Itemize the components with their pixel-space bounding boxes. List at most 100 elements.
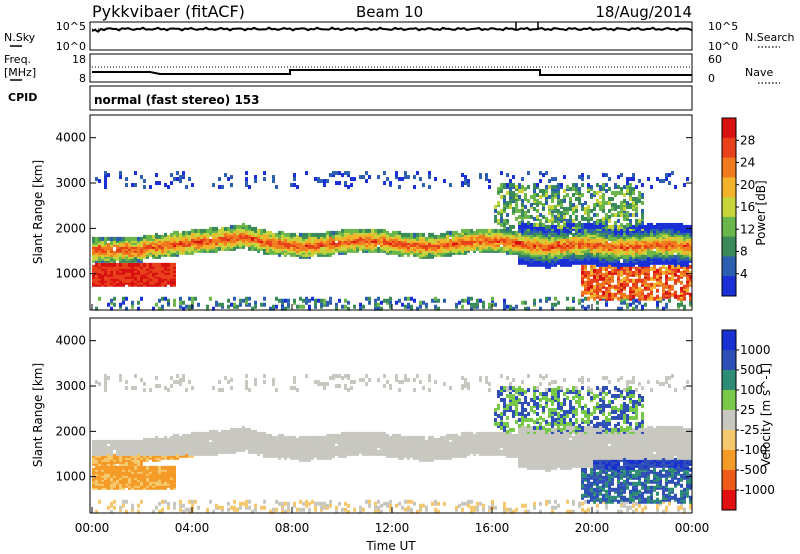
- power-cell: [374, 302, 377, 307]
- velocity-cell: [119, 439, 122, 444]
- power-cell: [491, 228, 494, 233]
- velocity-cell: [197, 431, 200, 436]
- power-cell: [413, 232, 416, 237]
- velocity-cell: [137, 439, 140, 444]
- power-cell: [626, 181, 629, 186]
- velocity-cell: [209, 499, 212, 504]
- power-cell: [308, 304, 311, 309]
- velocity-cell: [140, 499, 143, 504]
- power-cell: [518, 208, 521, 213]
- power-cell: [575, 204, 578, 209]
- power-cell: [230, 302, 233, 307]
- nsky-tick-top: 10^5: [56, 20, 86, 33]
- velocity-cell: [212, 441, 215, 446]
- power-cell: [311, 232, 314, 237]
- velocity-cell: [200, 431, 203, 436]
- power-cell: [554, 208, 557, 213]
- power-cell: [593, 220, 596, 225]
- power-cell: [323, 298, 326, 303]
- power-cell: [317, 232, 320, 237]
- velocity-cell: [209, 447, 212, 452]
- power-cell: [668, 298, 671, 303]
- power-cell: [527, 220, 530, 225]
- power-cell: [647, 276, 650, 281]
- power-cell: [593, 206, 596, 211]
- power-cell: [440, 238, 443, 243]
- power-cell: [512, 206, 515, 211]
- power-cell: [668, 288, 671, 293]
- power-cell: [278, 230, 281, 235]
- power-cell: [683, 292, 686, 297]
- power-cell: [677, 274, 680, 279]
- power-cell: [677, 294, 680, 299]
- velocity-cell: [95, 459, 98, 464]
- power-cell: [551, 212, 554, 217]
- power-cell: [275, 304, 278, 309]
- power-cell: [341, 228, 344, 233]
- power-cell: [614, 220, 617, 225]
- power-cell: [161, 296, 164, 301]
- power-cell: [281, 230, 284, 235]
- power-cell: [596, 238, 599, 243]
- power-cell: [479, 228, 482, 233]
- power-cell: [470, 306, 473, 311]
- power-cell: [584, 252, 587, 257]
- power-cell: [554, 224, 557, 229]
- power-cell: [608, 187, 611, 192]
- power-cell: [689, 292, 692, 297]
- power-cell: [428, 175, 431, 180]
- power-cell: [104, 171, 107, 176]
- power-cell: [350, 228, 353, 233]
- velocity-cell: [170, 384, 173, 389]
- power-cell: [116, 252, 119, 257]
- velocity-cell: [173, 455, 176, 460]
- velocity-cell: [134, 386, 137, 391]
- power-cell: [548, 179, 551, 184]
- power-cell: [179, 179, 182, 184]
- velocity-cell: [203, 431, 206, 436]
- power-cell: [170, 262, 173, 267]
- power-cell: [605, 302, 608, 307]
- power-cell: [347, 306, 350, 311]
- power-cell: [596, 191, 599, 196]
- velocity-cell: [176, 453, 179, 458]
- power-cell: [656, 177, 659, 182]
- power-cell: [179, 175, 182, 180]
- power-cell: [587, 210, 590, 215]
- power-cell: [311, 248, 314, 253]
- power-cell: [626, 222, 629, 227]
- power-cell: [686, 288, 689, 293]
- power-cell: [587, 296, 590, 301]
- power-cell: [683, 304, 686, 309]
- power-cell: [608, 286, 611, 291]
- power-cell: [434, 234, 437, 239]
- power-cell: [359, 306, 362, 311]
- power-cell: [590, 284, 593, 289]
- power-cell: [398, 298, 401, 303]
- velocity-cell: [137, 465, 140, 470]
- power-cell: [689, 300, 692, 305]
- velocity-cell: [212, 386, 215, 391]
- power-cell: [533, 260, 536, 265]
- power-cell: [581, 270, 584, 275]
- velocity-cell: [116, 465, 119, 470]
- power-cell: [353, 177, 356, 182]
- power-cell: [263, 248, 266, 253]
- power-cell: [647, 282, 650, 287]
- power-cell: [227, 177, 230, 182]
- power-cell: [122, 262, 125, 267]
- power-cell: [461, 181, 464, 186]
- velocity-cell: [191, 449, 194, 454]
- power-cell: [347, 185, 350, 190]
- velocity-cell: [164, 465, 167, 470]
- velocity-cell: [167, 388, 170, 393]
- power-cell: [545, 185, 548, 190]
- power-cell: [632, 191, 635, 196]
- power-cell: [548, 218, 551, 223]
- power-cell: [269, 230, 272, 235]
- velocity-cell: [125, 439, 128, 444]
- power-cell: [359, 228, 362, 233]
- power-cell: [686, 224, 689, 229]
- power-cell: [539, 298, 542, 303]
- power-cell: [158, 234, 161, 239]
